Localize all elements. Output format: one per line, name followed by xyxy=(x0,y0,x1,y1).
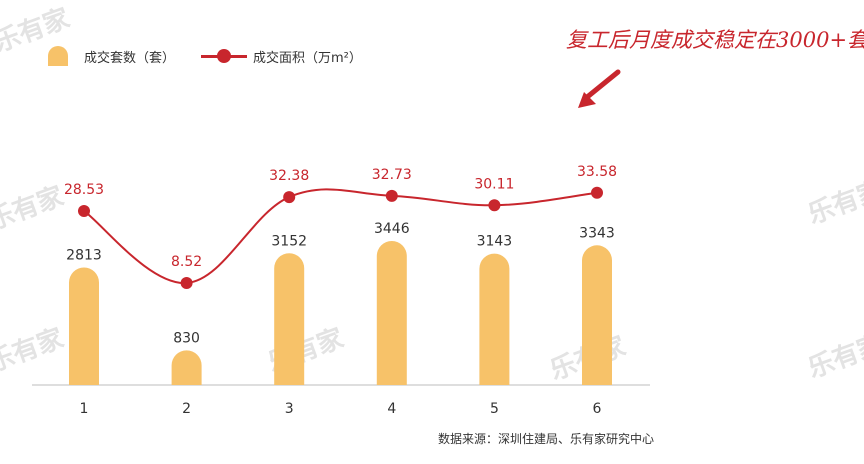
bar-5 xyxy=(479,253,510,385)
x-tick-label-3: 3 xyxy=(285,401,294,417)
bar-6 xyxy=(582,245,612,385)
line-value-label-4: 32.73 xyxy=(372,167,412,183)
bar-value-label-5: 3143 xyxy=(477,234,513,250)
x-tick-label-1: 1 xyxy=(80,401,89,417)
bar-1 xyxy=(69,267,99,385)
line-value-label-1: 28.53 xyxy=(64,182,104,198)
legend-line-swatch xyxy=(201,46,248,66)
x-tick-label-2: 2 xyxy=(182,401,191,417)
chart-source: 数据来源：深圳住建局、乐有家研究中心 xyxy=(438,432,655,446)
bar-2 xyxy=(171,350,202,385)
bar-value-label-2: 830 xyxy=(173,330,200,346)
x-tick-label-4: 4 xyxy=(387,401,396,417)
chart-legend: 成交套数（套） 成交面积（万m²） xyxy=(48,46,362,66)
area-series-line xyxy=(83,188,598,285)
line-point-4 xyxy=(385,189,398,202)
line-point-5 xyxy=(488,199,501,212)
line-point-6 xyxy=(591,186,603,199)
line-point-3 xyxy=(283,191,296,204)
legend-bar-swatch xyxy=(48,46,68,66)
legend-bar-label: 成交套数（套） xyxy=(84,50,176,66)
bar-3 xyxy=(274,253,305,385)
line-point-2 xyxy=(180,277,193,289)
bar-value-label-4: 3446 xyxy=(374,221,410,237)
line-point-1 xyxy=(78,204,90,217)
legend-line-label: 成交面积（万m²） xyxy=(253,50,362,66)
bar-4 xyxy=(376,241,407,385)
line-value-label-3: 32.38 xyxy=(269,168,309,184)
line-value-label-6: 33.58 xyxy=(577,164,617,180)
chart-annotation: 复工后月度成交稳定在3000+套 xyxy=(566,28,864,52)
annotation-arrow-icon xyxy=(578,69,621,108)
line-value-label-2: 8.52 xyxy=(171,254,202,270)
bar-value-label-3: 3152 xyxy=(271,233,307,249)
x-tick-label-6: 6 xyxy=(593,401,602,417)
x-tick-label-5: 5 xyxy=(490,401,499,417)
bar-value-label-1: 2813 xyxy=(66,247,102,263)
bar-value-label-6: 3343 xyxy=(579,225,615,241)
line-value-label-5: 30.11 xyxy=(474,176,514,192)
